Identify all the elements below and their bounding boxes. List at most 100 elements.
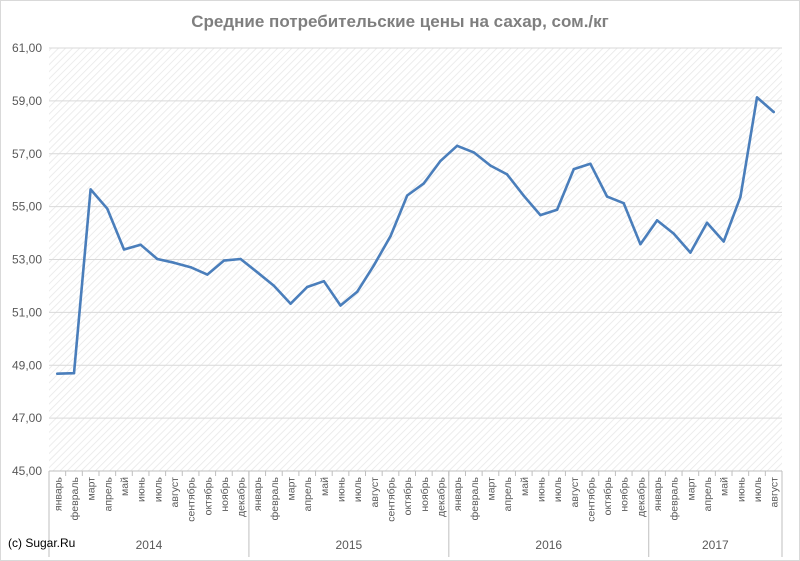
x-tick-label: ноябрь bbox=[219, 476, 231, 511]
year-label: 2014 bbox=[136, 538, 163, 552]
data-point bbox=[339, 304, 342, 307]
x-tick-label: апрель bbox=[502, 476, 514, 511]
x-tick-label: июль bbox=[152, 476, 164, 502]
x-tick-label: март bbox=[485, 477, 497, 501]
data-point bbox=[505, 173, 509, 176]
x-tick-label: август bbox=[569, 477, 581, 508]
data-point bbox=[689, 251, 692, 254]
data-point bbox=[89, 188, 92, 191]
x-tick-label: июнь bbox=[336, 476, 348, 502]
y-axis: 45,00 47,00 49,00 51,00 53,00 55,00 57,00 59,00… bbox=[12, 41, 42, 478]
data-point bbox=[589, 162, 592, 165]
data-point bbox=[72, 371, 76, 375]
x-tick-label: октябрь bbox=[402, 476, 414, 515]
data-point bbox=[639, 242, 642, 246]
data-point bbox=[605, 195, 609, 198]
x-tick-label: сентябрь bbox=[386, 476, 398, 521]
x-tick-label: май bbox=[119, 477, 131, 496]
data-point bbox=[56, 372, 59, 375]
x-tick-label: апрель bbox=[702, 476, 714, 511]
x-axis: январь февраль март апрель май июнь июль август… bbox=[48, 470, 783, 557]
x-tick-label: январь bbox=[52, 476, 64, 511]
data-point bbox=[272, 284, 276, 287]
series bbox=[55, 96, 776, 376]
x-tick-label: февраль bbox=[69, 476, 81, 520]
y-tick-label: 47,00 bbox=[12, 411, 42, 425]
y-tick-label: 45,00 bbox=[12, 464, 42, 478]
data-point bbox=[572, 167, 575, 171]
data-point bbox=[239, 257, 242, 261]
y-tick-label: 55,00 bbox=[12, 200, 42, 214]
x-tick-label: ноябрь bbox=[619, 476, 631, 511]
data-point bbox=[489, 164, 492, 167]
x-tick-label: май bbox=[719, 477, 731, 496]
data-point bbox=[156, 257, 159, 261]
data-point bbox=[739, 195, 742, 199]
y-tick-label: 53,00 bbox=[12, 253, 42, 267]
x-tick-label: ноябрь bbox=[419, 476, 431, 511]
data-point bbox=[372, 264, 376, 267]
x-tick-label: февраль bbox=[269, 476, 281, 520]
x-tick-label: июнь bbox=[535, 476, 547, 502]
data-point bbox=[422, 182, 426, 185]
year-label: 2017 bbox=[702, 538, 729, 552]
data-point bbox=[289, 302, 292, 305]
x-tick-label: март bbox=[286, 477, 298, 501]
x-tick-label: август bbox=[169, 477, 181, 508]
chart-title: Средние потребительские цены на сахар, с… bbox=[191, 12, 609, 31]
x-tick-label: февраль bbox=[669, 476, 681, 520]
data-point bbox=[106, 207, 109, 210]
data-point bbox=[522, 194, 525, 197]
y-tick-label: 49,00 bbox=[12, 358, 42, 372]
x-tick-label: февраль bbox=[469, 476, 481, 520]
series-line bbox=[55, 96, 776, 376]
data-point bbox=[755, 96, 759, 99]
x-tick-label: январь bbox=[452, 476, 464, 511]
x-tick-label: апрель bbox=[102, 476, 114, 511]
data-point bbox=[122, 248, 126, 251]
data-point bbox=[172, 261, 176, 264]
x-tick-label: январь bbox=[652, 476, 664, 511]
data-point bbox=[189, 265, 192, 269]
data-point bbox=[139, 243, 142, 246]
y-tick-label: 51,00 bbox=[12, 305, 42, 319]
x-tick-label: октябрь bbox=[602, 476, 614, 515]
x-tick-label: июль bbox=[752, 476, 764, 502]
x-tick-label: декабрь bbox=[435, 476, 447, 516]
data-point bbox=[722, 240, 725, 243]
data-point bbox=[555, 208, 559, 211]
data-point bbox=[539, 213, 542, 217]
x-tick-label: октябрь bbox=[202, 476, 214, 515]
x-tick-label: июль bbox=[552, 476, 564, 502]
x-tick-label: январь bbox=[252, 476, 264, 511]
data-point bbox=[472, 151, 476, 154]
x-tick-label: май bbox=[319, 477, 331, 496]
data-point bbox=[222, 259, 226, 262]
x-tick-label: декабрь bbox=[236, 476, 248, 516]
x-tick-label: июнь bbox=[136, 476, 148, 502]
data-point bbox=[655, 219, 659, 222]
x-tick-label: июль bbox=[352, 476, 364, 502]
data-point bbox=[672, 232, 675, 235]
y-tick-label: 59,00 bbox=[12, 94, 42, 108]
data-point bbox=[322, 279, 326, 283]
y-tick-label: 57,00 bbox=[12, 147, 42, 161]
data-point bbox=[306, 285, 309, 289]
copyright-text: (c) Sugar.Ru bbox=[8, 536, 76, 550]
data-point bbox=[405, 194, 409, 197]
x-tick-label: август bbox=[369, 477, 381, 508]
data-point bbox=[439, 159, 442, 163]
data-point bbox=[256, 270, 259, 274]
y-tick-label: 61,00 bbox=[12, 41, 42, 55]
data-point bbox=[355, 290, 359, 293]
data-point bbox=[705, 221, 709, 224]
x-tick-label: сентябрь bbox=[585, 476, 597, 521]
x-tick-label: апрель bbox=[302, 476, 314, 511]
data-point bbox=[389, 235, 392, 238]
x-tick-label: сентябрь bbox=[186, 476, 198, 521]
x-tick-label: июнь bbox=[735, 476, 747, 502]
x-tick-label: март bbox=[86, 477, 98, 501]
data-point bbox=[772, 110, 775, 114]
year-label: 2015 bbox=[336, 538, 363, 552]
